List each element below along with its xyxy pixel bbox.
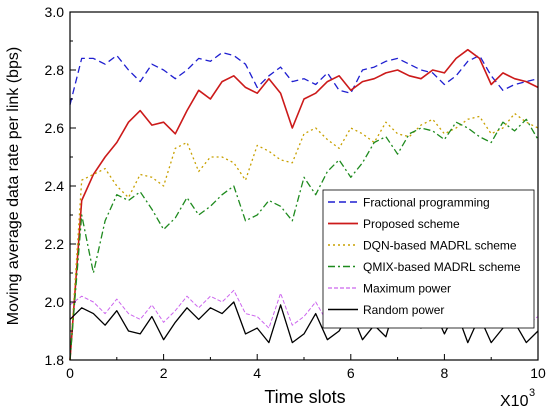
x-tick-label-2: 4 <box>253 365 261 381</box>
series-line-0 <box>69 51 539 105</box>
x-tick-label-3: 6 <box>347 365 355 381</box>
x-multiplier: X10 <box>500 393 529 410</box>
x-tick-label-1: 2 <box>160 365 168 381</box>
series-line-3 <box>69 118 539 361</box>
x-tick-label-5: 10 <box>530 365 546 381</box>
y-axis-label: Moving average data rate per link (bps) <box>5 47 22 325</box>
x-axis-label: Time slots <box>264 387 345 407</box>
x-tick-label-4: 8 <box>441 365 449 381</box>
legend-box <box>322 189 535 329</box>
series-line-2 <box>69 112 539 361</box>
y-tick-label-5: 2.8 <box>45 62 65 78</box>
legend-label-4: Maximum power <box>363 282 451 296</box>
series-line-1 <box>69 48 539 361</box>
legend-label-5: Random power <box>363 303 444 317</box>
legend: Fractional programming Proposed scheme DQN… <box>322 189 535 329</box>
y-tick-label-1: 2.0 <box>45 294 65 310</box>
x-multiplier-exponent: 3 <box>529 387 535 399</box>
y-tick-label-2: 2.2 <box>45 236 65 252</box>
legend-label-2: DQN-based MADRL scheme <box>363 239 517 253</box>
tick-layer: 0 2 4 6 8 10 1.8 2.0 2.2 2.4 2.6 2.8 3.0 <box>45 4 546 381</box>
y-tick-label-3: 2.4 <box>45 178 65 194</box>
legend-label-3: QMIX-based MADRL scheme <box>363 260 521 274</box>
y-tick-label-6: 3.0 <box>45 4 65 20</box>
y-tick-label-0: 1.8 <box>45 352 65 368</box>
legend-label-0: Fractional programming <box>363 196 490 210</box>
x-tick-label-0: 0 <box>66 365 74 381</box>
legend-label-1: Proposed scheme <box>363 217 460 231</box>
y-tick-label-4: 2.6 <box>45 120 65 136</box>
